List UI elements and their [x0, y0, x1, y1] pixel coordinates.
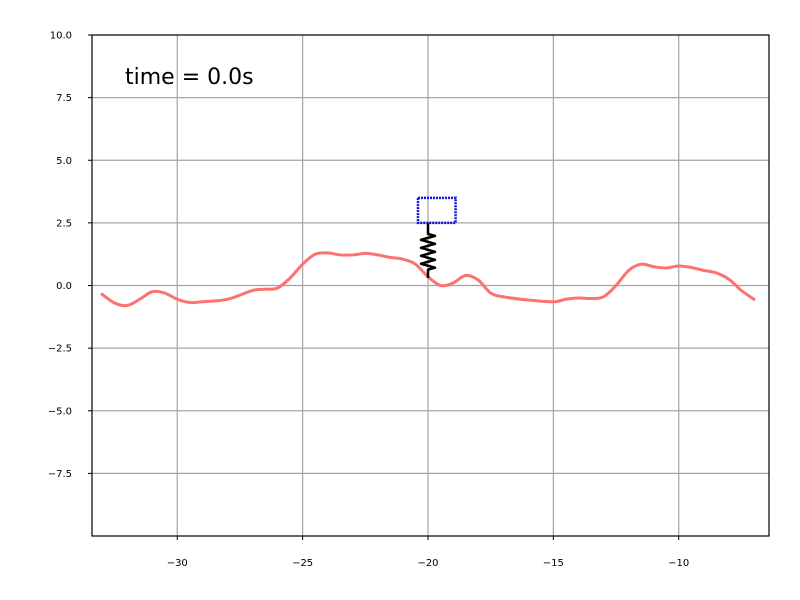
car-body-rect [416, 196, 457, 225]
time-annotation: time = 0.0s [125, 65, 254, 90]
y-tick-label: 0.0 [56, 281, 72, 292]
y-tick-label: −7.5 [48, 469, 72, 480]
y-tick-label: 7.5 [56, 93, 72, 104]
spring-path [419, 222, 437, 278]
x-tick-label: −25 [292, 558, 313, 569]
y-tick-label: −5.0 [48, 406, 72, 417]
y-tick-label: 10.0 [50, 31, 72, 42]
x-tick-label: −30 [167, 558, 188, 569]
x-tick-label: −15 [543, 558, 564, 569]
y-axis-ticks: 10.0 7.5 5.0 2.5 0.0 −2.5 −5.0 −7.5 [48, 31, 92, 480]
spring-coil [419, 222, 437, 278]
y-tick-label: 2.5 [56, 218, 72, 229]
y-tick-label: −2.5 [48, 344, 72, 355]
y-tick-label: 5.0 [56, 156, 72, 167]
x-axis-ticks: −30 −25 −20 −15 −10 [167, 536, 689, 569]
x-tick-label: −20 [417, 558, 438, 569]
x-tick-label: −10 [668, 558, 689, 569]
y-grid-lines [92, 97, 769, 474]
